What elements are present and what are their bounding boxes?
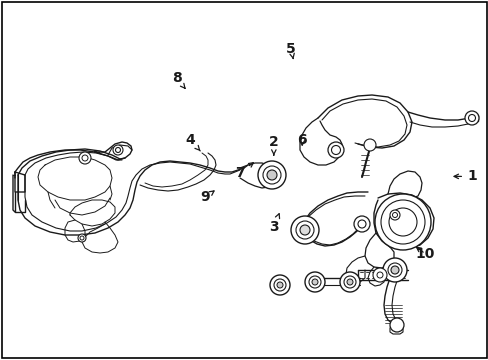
Text: 3: 3 — [268, 213, 279, 234]
Circle shape — [276, 282, 283, 288]
Circle shape — [299, 225, 309, 235]
Circle shape — [290, 216, 318, 244]
Circle shape — [327, 142, 343, 158]
Text: 1: 1 — [453, 170, 476, 183]
Circle shape — [389, 318, 403, 332]
Text: 6: 6 — [297, 134, 306, 147]
Circle shape — [376, 272, 382, 278]
Text: 10: 10 — [415, 247, 434, 261]
Circle shape — [392, 212, 397, 217]
Circle shape — [468, 114, 474, 122]
Circle shape — [390, 266, 398, 274]
Circle shape — [387, 263, 401, 277]
Circle shape — [464, 111, 478, 125]
Circle shape — [295, 221, 313, 239]
Circle shape — [357, 220, 365, 228]
Circle shape — [339, 272, 359, 292]
Circle shape — [266, 170, 276, 180]
Circle shape — [331, 145, 340, 154]
Circle shape — [343, 276, 355, 288]
Circle shape — [374, 194, 430, 250]
Circle shape — [82, 155, 88, 161]
Circle shape — [269, 275, 289, 295]
Text: 2: 2 — [268, 135, 278, 155]
Circle shape — [346, 279, 352, 285]
Circle shape — [113, 145, 123, 155]
Circle shape — [79, 152, 91, 164]
Circle shape — [273, 279, 285, 291]
Circle shape — [263, 166, 281, 184]
Circle shape — [382, 258, 406, 282]
Circle shape — [308, 276, 320, 288]
Circle shape — [389, 210, 399, 220]
Text: 7: 7 — [234, 163, 253, 180]
Circle shape — [380, 200, 424, 244]
Circle shape — [311, 279, 317, 285]
Circle shape — [115, 148, 120, 153]
Circle shape — [353, 216, 369, 232]
Circle shape — [258, 161, 285, 189]
Text: 4: 4 — [185, 134, 200, 151]
Text: 9: 9 — [200, 190, 214, 204]
Circle shape — [388, 208, 416, 236]
Circle shape — [80, 236, 84, 240]
Text: 8: 8 — [172, 72, 184, 88]
Circle shape — [363, 139, 375, 151]
Circle shape — [305, 272, 325, 292]
Circle shape — [372, 268, 386, 282]
Text: 5: 5 — [285, 42, 295, 59]
Circle shape — [78, 234, 86, 242]
